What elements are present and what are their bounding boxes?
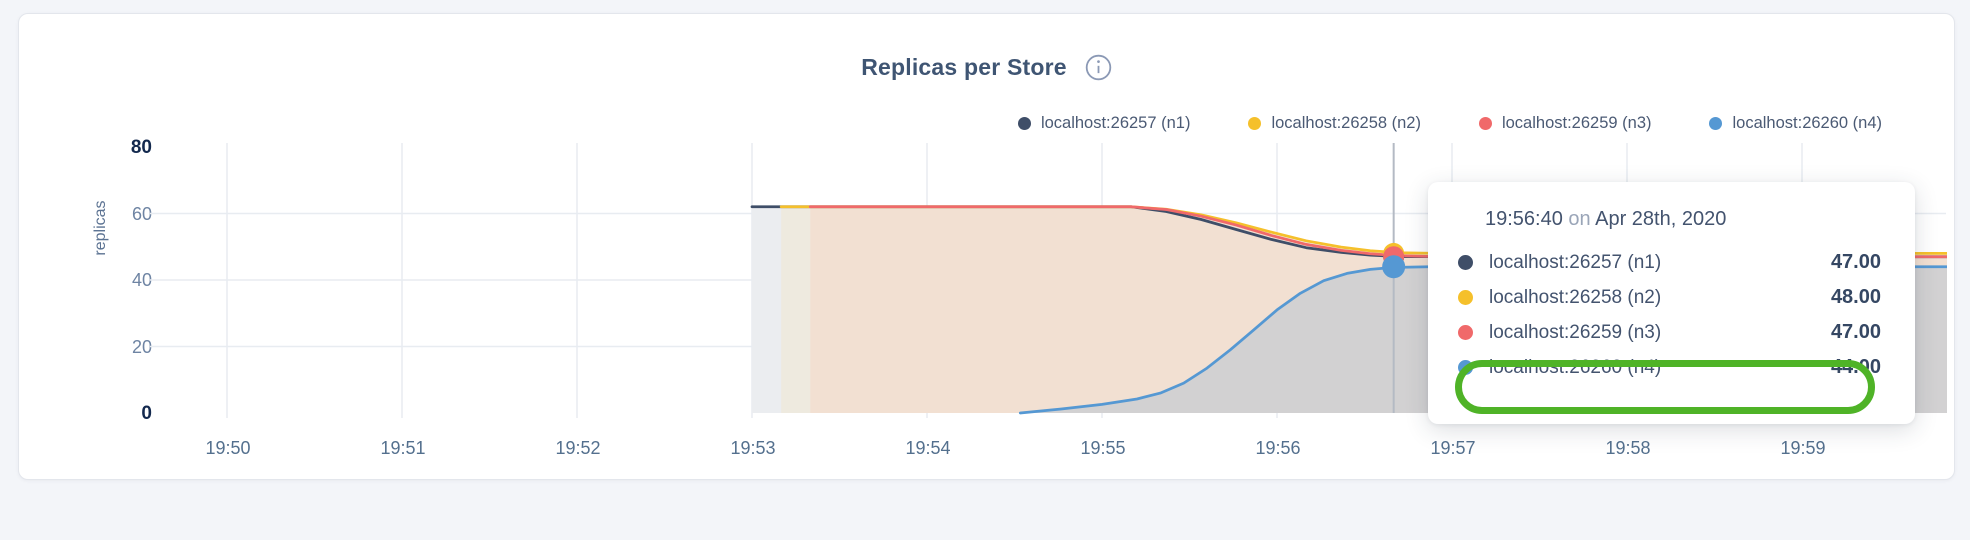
tooltip-row-value: 47.00 xyxy=(1830,251,1881,273)
legend-dot-icon xyxy=(1478,117,1492,130)
series-line-n4 xyxy=(1018,265,1947,415)
chart-header: Replicas per Store xyxy=(19,54,1954,81)
tooltip-row-label: localhost:26259 (n3) xyxy=(1489,321,1662,343)
legend-dot-icon xyxy=(1017,117,1031,130)
legend-label: localhost:26257 (n1) xyxy=(1040,114,1191,132)
y-tick-40: 40 xyxy=(131,270,152,290)
tooltip-row-n1: localhost:26257 (n1) 47.00 xyxy=(1458,245,1881,280)
hover-dot-n4 xyxy=(1382,255,1406,279)
legend-item-n1[interactable]: localhost:26257 (n1) xyxy=(1017,114,1191,133)
tooltip-row-n3: localhost:26259 (n3) 47.00 xyxy=(1458,315,1881,350)
tooltip-date: Apr 28th, 2020 xyxy=(1595,208,1727,230)
legend-label: localhost:26260 (n4) xyxy=(1732,114,1882,132)
legend-item-n2[interactable]: localhost:26258 (n2) xyxy=(1248,114,1421,133)
legend-item-n4[interactable]: localhost:26260 (n4) xyxy=(1709,114,1882,133)
x-tick-19-55: 19:55 xyxy=(1080,438,1126,458)
tooltip-row-label: localhost:26260 (n4) xyxy=(1489,356,1662,378)
tooltip-row-n4-highlighted: localhost:26260 (n4) 44.00 xyxy=(1458,350,1881,385)
y-tick-60: 60 xyxy=(131,203,152,224)
tooltip-row-label: localhost:26258 (n2) xyxy=(1489,286,1662,308)
x-tick-19-54: 19:54 xyxy=(905,438,951,458)
x-tick-19-53: 19:53 xyxy=(730,438,776,458)
series-dot-icon xyxy=(1458,325,1473,340)
tooltip-row-n2: localhost:26258 (n2) 48.00 xyxy=(1458,280,1881,315)
x-tick-19-59: 19:59 xyxy=(1780,438,1826,458)
x-tick-19-58: 19:58 xyxy=(1605,438,1651,458)
x-tick-19-57: 19:57 xyxy=(1430,438,1476,458)
tooltip-row-value: 48.00 xyxy=(1830,286,1881,308)
series-dot-icon xyxy=(1458,255,1473,270)
tooltip-row-label: localhost:26257 (n1) xyxy=(1489,251,1662,273)
series-line-n3 xyxy=(808,205,1947,259)
series-dot-icon xyxy=(1458,360,1473,375)
tooltip-row-value: 47.00 xyxy=(1830,321,1881,343)
tooltip-row-value: 44.00 xyxy=(1830,356,1881,378)
legend-dot-icon xyxy=(1248,117,1262,130)
x-tick-19-52: 19:52 xyxy=(555,438,601,458)
hover-tooltip: 19:56:40 on Apr 28th, 2020 localhost:262… xyxy=(1428,182,1915,424)
tooltip-conjunction: on xyxy=(1568,208,1591,230)
tooltip-time: 19:56:40 xyxy=(1485,208,1563,230)
info-icon[interactable] xyxy=(1085,54,1112,81)
y-tick-80: 80 xyxy=(130,137,152,158)
chart-legend: localhost:26257 (n1) localhost:26258 (n2)… xyxy=(1017,114,1882,133)
legend-item-n3[interactable]: localhost:26259 (n3) xyxy=(1478,114,1652,133)
tooltip-rows: localhost:26257 (n1) 47.00 localhost:26258… xyxy=(1458,245,1881,385)
x-tick-19-50: 19:50 xyxy=(205,438,251,458)
y-tick-0: 0 xyxy=(141,403,152,424)
x-tick-19-51: 19:51 xyxy=(380,438,426,458)
page-title: Replicas per Store xyxy=(861,54,1067,80)
tooltip-timestamp: 19:56:40 on Apr 28th, 2020 xyxy=(1458,208,1881,231)
y-tick-20: 20 xyxy=(131,336,152,357)
x-tick-19-56: 19:56 xyxy=(1255,438,1301,458)
legend-label: localhost:26259 (n3) xyxy=(1501,114,1652,132)
legend-dot-icon xyxy=(1709,117,1723,130)
legend-label: localhost:26258 (n2) xyxy=(1271,114,1421,132)
series-dot-icon xyxy=(1458,290,1473,305)
